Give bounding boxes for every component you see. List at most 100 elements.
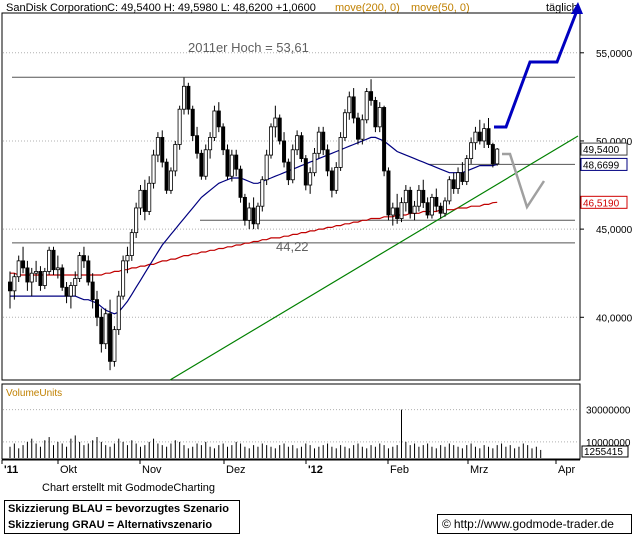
candle-body xyxy=(7,281,12,292)
candle-body xyxy=(329,170,334,191)
candle xyxy=(212,105,217,141)
candle xyxy=(55,255,60,279)
candle-body xyxy=(181,85,186,110)
candle-body xyxy=(316,131,321,154)
candle xyxy=(51,246,56,275)
x-tick-label: Okt xyxy=(60,464,77,476)
candle-body xyxy=(369,91,374,101)
ma50-line xyxy=(10,136,498,315)
candle-body xyxy=(134,207,139,234)
candle xyxy=(369,79,374,106)
candle xyxy=(451,172,456,194)
candle-body xyxy=(190,108,195,137)
candle xyxy=(160,130,165,168)
candle-body xyxy=(282,140,287,163)
y-tick-label: 40,0000 xyxy=(596,313,633,324)
price-box-label: 46,5190 xyxy=(583,198,620,209)
candle xyxy=(168,167,173,194)
candle-body xyxy=(34,271,39,274)
candle xyxy=(251,197,256,230)
candle xyxy=(29,267,34,297)
candle xyxy=(464,155,469,186)
price-box-label: 49,5400 xyxy=(583,145,620,156)
candle-body xyxy=(125,255,130,262)
high-annotation: 2011er Hoch = 53,61 xyxy=(188,40,309,55)
volume-title: VolumeUnits xyxy=(6,388,62,399)
candle xyxy=(360,114,365,145)
candle-body xyxy=(229,154,234,177)
candle xyxy=(7,271,12,309)
candle xyxy=(234,149,239,177)
candle xyxy=(134,202,139,238)
candle-body xyxy=(225,149,230,177)
candle xyxy=(282,132,287,168)
candle xyxy=(495,148,500,166)
legend-gray: Skizzierung GRAU = Alternativszenario xyxy=(8,519,213,531)
candle xyxy=(155,132,160,163)
candle-body xyxy=(73,278,78,286)
candle-body xyxy=(195,135,200,154)
candle xyxy=(290,144,295,184)
candle-body xyxy=(447,179,452,202)
scenario-blue-arrowhead xyxy=(571,2,583,14)
candle-body xyxy=(277,117,282,142)
volume-current-label: 1255415 xyxy=(584,447,623,458)
x-tick-label: Mrz xyxy=(470,464,488,476)
candle-body xyxy=(212,110,217,138)
candle xyxy=(242,193,247,226)
candle-body xyxy=(355,117,360,140)
candle-body xyxy=(208,137,213,151)
candle-body xyxy=(364,91,369,121)
candle-body xyxy=(238,168,243,198)
candle xyxy=(408,186,413,219)
candle xyxy=(108,299,113,371)
candle-body xyxy=(347,96,352,114)
candle xyxy=(482,123,487,149)
candle xyxy=(216,102,221,133)
candle-body xyxy=(90,281,95,301)
footer-link[interactable]: © http://www.godmode-trader.de xyxy=(437,514,632,534)
candle-body xyxy=(334,167,339,191)
uptrend-line xyxy=(169,135,579,381)
y-tick-label: 45,0000 xyxy=(596,225,633,236)
volume-bars xyxy=(9,409,542,458)
candle-body xyxy=(121,260,126,297)
volume-tick-label: 30000000 xyxy=(586,406,631,417)
price-box-label: 48,6699 xyxy=(583,160,620,171)
candle xyxy=(342,109,347,141)
candle-body xyxy=(408,189,413,214)
candle xyxy=(442,197,447,217)
candle-body xyxy=(360,119,365,140)
candle xyxy=(129,229,134,261)
candle-body xyxy=(469,142,474,159)
candle xyxy=(412,200,417,221)
candle-body xyxy=(129,232,134,256)
candle-body xyxy=(429,196,434,216)
candle-body xyxy=(473,131,478,144)
candle xyxy=(334,162,339,194)
y-axis-labels: 55,0000 50,0000 45,0000 40,0000 xyxy=(580,49,633,324)
volume-tick-label: 10000000 xyxy=(586,438,631,449)
candle-body xyxy=(234,154,239,170)
candle-body xyxy=(138,189,143,209)
candle xyxy=(21,246,26,274)
candle xyxy=(264,149,269,186)
candle-body xyxy=(377,107,382,128)
candle-body xyxy=(77,255,82,279)
low-annotation: 44,22 xyxy=(276,239,309,254)
candle xyxy=(425,197,430,219)
candle-body xyxy=(21,260,26,269)
candle-body xyxy=(399,202,404,219)
candle-body xyxy=(290,149,295,181)
x-tick-label: '11 xyxy=(4,464,18,476)
candle-body xyxy=(456,172,461,189)
candle xyxy=(308,167,313,194)
interval-label: täglich xyxy=(546,2,578,14)
candle-body xyxy=(147,182,152,212)
candle-body xyxy=(86,260,91,283)
candle xyxy=(34,260,39,283)
candle xyxy=(355,112,360,145)
candle xyxy=(438,202,443,219)
price-box-frame xyxy=(580,142,628,156)
candle xyxy=(477,119,482,145)
